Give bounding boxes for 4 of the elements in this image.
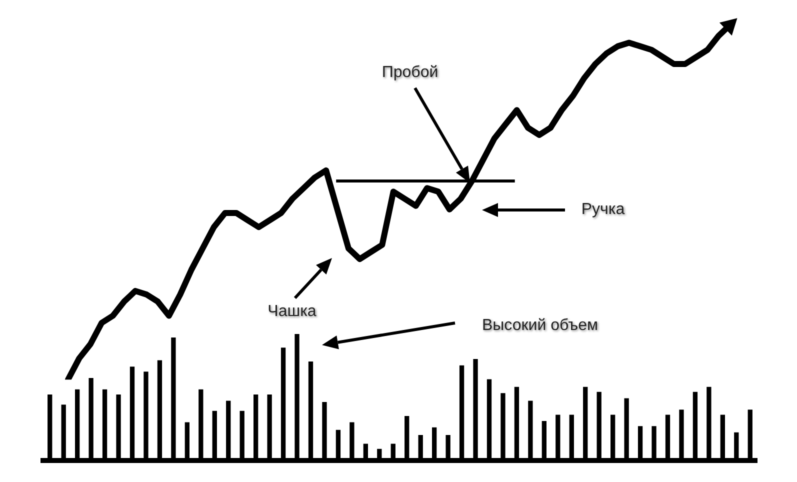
annotation: Чашка — [268, 303, 316, 321]
annotation: Пробой — [382, 64, 438, 82]
annotation: Ручка — [581, 201, 625, 219]
annotation: Высокий объем — [482, 317, 598, 335]
